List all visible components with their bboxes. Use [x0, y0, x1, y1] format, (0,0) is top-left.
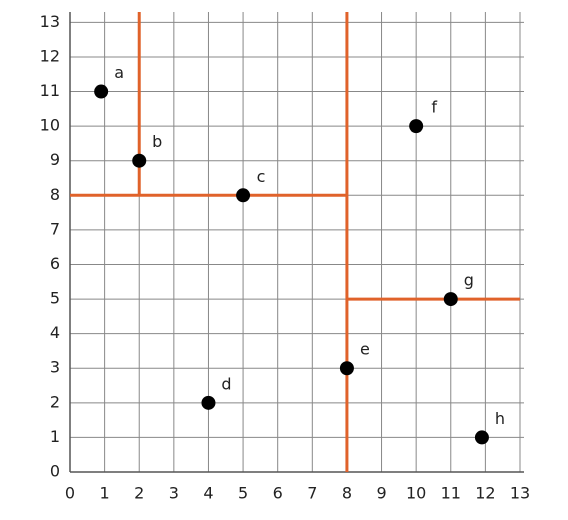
x-tick-label: 5 [238, 484, 248, 503]
x-tick-label: 3 [169, 484, 179, 503]
x-tick-label: 13 [510, 484, 530, 503]
y-tick-label: 11 [40, 81, 60, 100]
point [132, 153, 147, 168]
point [474, 430, 489, 445]
y-tick-label: 0 [50, 462, 60, 481]
y-tick-label: 1 [50, 427, 60, 446]
y-tick-label: 9 [50, 150, 60, 169]
point-label: f [431, 98, 437, 117]
x-tick-label: 0 [65, 484, 75, 503]
x-tick-label: 11 [441, 484, 461, 503]
point [94, 84, 109, 99]
x-tick-label: 6 [273, 484, 283, 503]
x-tick-label: 10 [406, 484, 426, 503]
y-tick-label: 4 [50, 323, 60, 342]
point-label: b [152, 132, 162, 151]
point [236, 188, 251, 203]
point-label: g [464, 271, 474, 290]
y-tick-label: 2 [50, 392, 60, 411]
x-tick-label: 7 [307, 484, 317, 503]
point-label: a [114, 63, 124, 82]
x-tick-label: 4 [203, 484, 213, 503]
y-tick-label: 5 [50, 289, 60, 308]
point [201, 395, 216, 410]
y-tick-label: 6 [50, 254, 60, 273]
point-label: d [221, 374, 231, 393]
y-tick-label: 10 [40, 116, 60, 135]
x-tick-label: 2 [134, 484, 144, 503]
point-label: h [495, 409, 505, 428]
y-tick-label: 8 [50, 185, 60, 204]
y-tick-label: 7 [50, 219, 60, 238]
point [443, 292, 458, 307]
y-tick-label: 12 [40, 46, 60, 65]
y-tick-label: 3 [50, 358, 60, 377]
x-tick-label: 9 [376, 484, 386, 503]
point-label: e [360, 340, 370, 359]
x-tick-label: 1 [100, 484, 110, 503]
x-tick-label: 8 [342, 484, 352, 503]
point [409, 119, 424, 134]
x-tick-label: 12 [475, 484, 495, 503]
y-tick-label: 13 [40, 12, 60, 31]
point [339, 361, 354, 376]
point-label: c [257, 167, 266, 186]
